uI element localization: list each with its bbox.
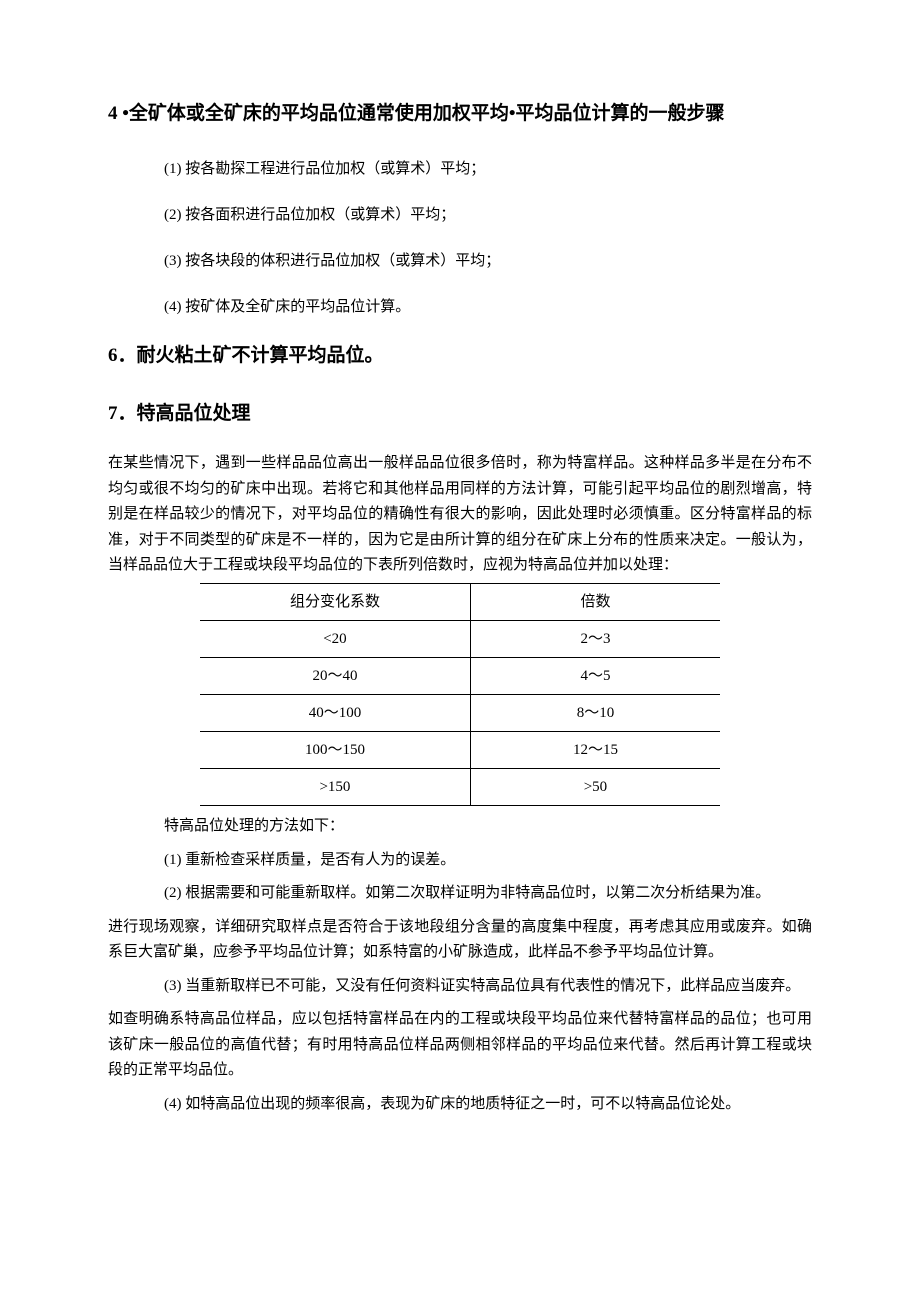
section-4-heading: 4 •全矿体或全矿床的平均品位通常使用加权平均•平均品位计算的一般步骤 — [108, 100, 812, 129]
table-header-coefficient: 组分变化系数 — [200, 583, 470, 620]
table-cell: 2～3 — [470, 620, 720, 657]
table-cell: <20 — [200, 620, 470, 657]
method-2: (2) 根据需要和可能重新取样。如第二次取样证明为非特高品位时，以第二次分析结果… — [164, 881, 812, 907]
coefficient-table: 组分变化系数 倍数 <20 2～3 20～40 4～5 40～100 8～10 … — [200, 583, 720, 806]
section-6-heading: 6．耐火粘土矿不计算平均品位。 — [108, 341, 812, 371]
table-cell: 12～15 — [470, 731, 720, 768]
method-1: (1) 重新检查采样质量，是否有人为的误差。 — [164, 848, 812, 874]
section-7-intro: 在某些情况下，遇到一些样品品位高出一般样品品位很多倍时，称为特富样品。这种样品多… — [108, 451, 812, 579]
table-cell: 20～40 — [200, 657, 470, 694]
table-cell: >50 — [470, 768, 720, 805]
section-4-item-4: (4) 按矿体及全矿床的平均品位计算。 — [164, 295, 812, 319]
method-4: (4) 如特高品位出现的频率很高，表现为矿床的地质特征之一时，可不以特高品位论处… — [164, 1092, 812, 1118]
table-cell: 100～150 — [200, 731, 470, 768]
table-row: >150 >50 — [200, 768, 720, 805]
section-4-item-2: (2) 按各面积进行品位加权（或算术）平均； — [164, 203, 812, 227]
method-3-cont: 如查明确系特高品位样品，应以包括特富样品在内的工程或块段平均品位来代替特富样品的… — [108, 1007, 812, 1084]
section-4-item-1: (1) 按各勘探工程进行品位加权（或算术）平均； — [164, 157, 812, 181]
table-row: 100～150 12～15 — [200, 731, 720, 768]
table-row: <20 2～3 — [200, 620, 720, 657]
table-cell: >150 — [200, 768, 470, 805]
table-cell: 4～5 — [470, 657, 720, 694]
method-3: (3) 当重新取样已不可能，又没有任何资料证实特高品位具有代表性的情况下，此样品… — [164, 974, 812, 1000]
methods-intro: 特高品位处理的方法如下： — [164, 814, 812, 838]
table-cell: 8～10 — [470, 694, 720, 731]
table-cell: 40～100 — [200, 694, 470, 731]
section-4-item-3: (3) 按各块段的体积进行品位加权（或算术）平均； — [164, 249, 812, 273]
table-header-multiple: 倍数 — [470, 583, 720, 620]
table-header-row: 组分变化系数 倍数 — [200, 583, 720, 620]
table-row: 40～100 8～10 — [200, 694, 720, 731]
section-7-heading: 7．特高品位处理 — [108, 399, 812, 429]
table-row: 20～40 4～5 — [200, 657, 720, 694]
method-2-cont: 进行现场观察，详细研究取样点是否符合于该地段组分含量的高度集中程度，再考虑其应用… — [108, 915, 812, 966]
